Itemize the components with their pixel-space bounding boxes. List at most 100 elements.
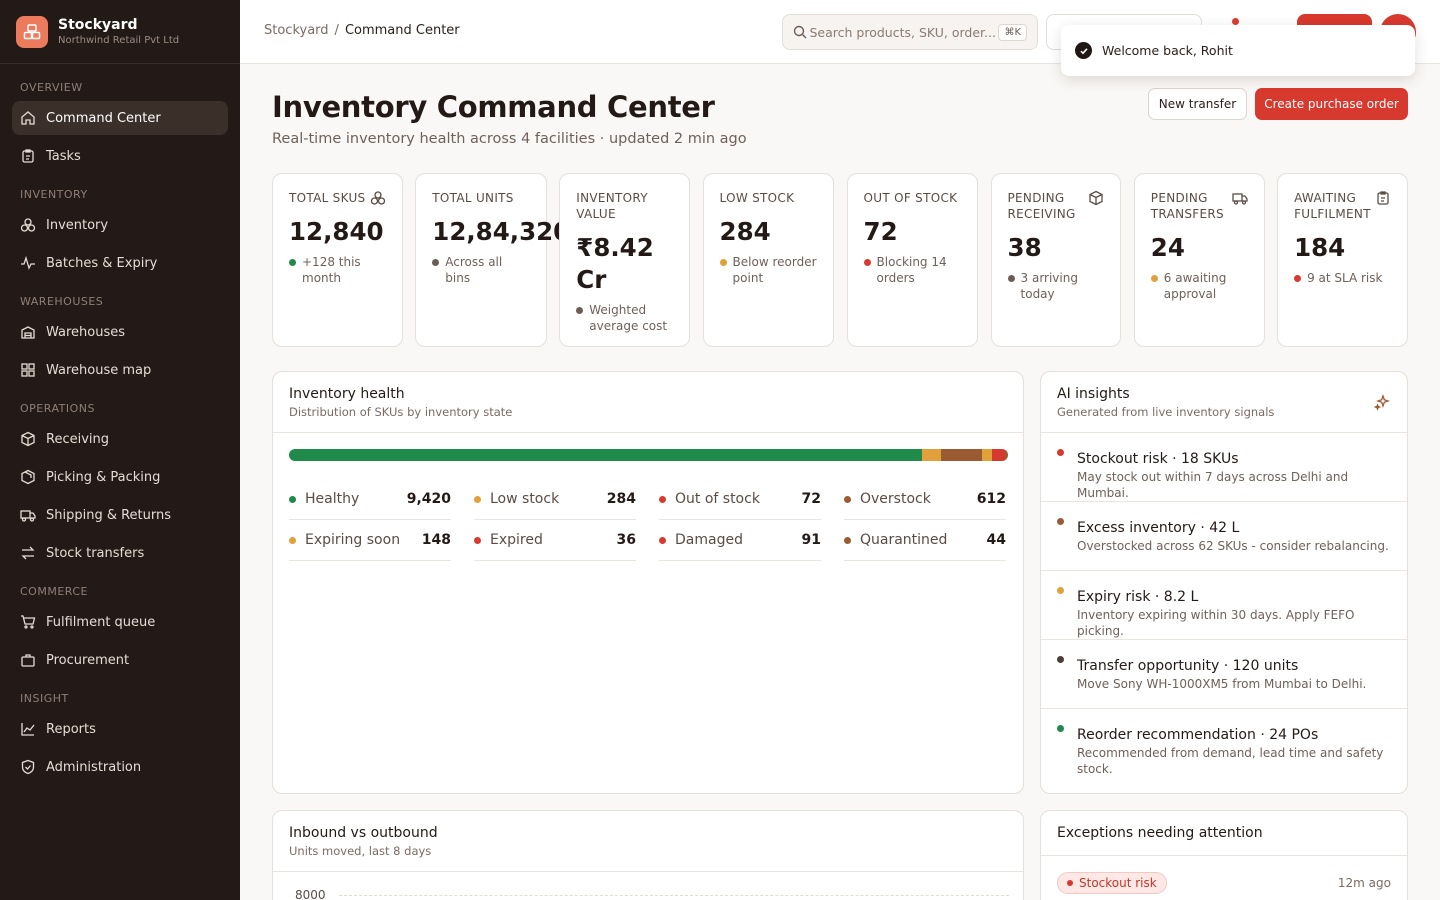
sidebar-item-reports[interactable]: Reports bbox=[12, 712, 228, 746]
kpi-note: Across all bins bbox=[432, 254, 530, 286]
sidebar-item-label: Stock transfers bbox=[46, 545, 145, 561]
kpi-label: Pending receiving bbox=[1007, 191, 1076, 221]
kpi-note: 9 at SLA risk bbox=[1294, 270, 1391, 286]
kpi-note-text: Blocking 14 orders bbox=[876, 255, 947, 285]
divider bbox=[273, 432, 1023, 433]
search-icon bbox=[793, 25, 807, 39]
check-circle-icon bbox=[1075, 42, 1092, 59]
health-bar-segment[interactable] bbox=[940, 449, 982, 461]
health-state-row[interactable]: Damaged 91 bbox=[659, 520, 821, 561]
status-dot bbox=[844, 536, 851, 544]
sidebar-item-warehouse-map[interactable]: Warehouse map bbox=[12, 353, 228, 387]
nav-section-title: INSIGHT bbox=[20, 692, 69, 705]
health-bar-segment[interactable] bbox=[998, 449, 1005, 461]
insight-item[interactable]: Reorder recommendation · 24 POs Recommend… bbox=[1041, 708, 1407, 793]
sidebar-item-label: Warehouses bbox=[46, 324, 126, 340]
kpi-pending-receiving[interactable]: Pending receiving 38 3 arriving today bbox=[990, 173, 1122, 347]
new-transfer-button[interactable]: New transfer bbox=[1148, 88, 1247, 120]
sidebar-item-tasks[interactable]: Tasks bbox=[12, 139, 228, 173]
briefcase-icon bbox=[20, 652, 36, 668]
brand[interactable]: Stockyard Northwind Retail Pvt Ltd bbox=[0, 0, 240, 64]
state-value: 612 bbox=[976, 491, 1006, 507]
health-bar-segment[interactable] bbox=[921, 449, 941, 461]
sidebar-item-picking-packing[interactable]: Picking & Packing bbox=[12, 460, 228, 494]
kpi-value: 12,84,320 bbox=[432, 217, 571, 246]
sidebar-item-administration[interactable]: Administration bbox=[12, 750, 228, 784]
health-state-row[interactable]: Healthy 9,420 bbox=[289, 479, 451, 520]
health-bar-segment[interactable] bbox=[1005, 449, 1008, 461]
divider bbox=[1041, 855, 1407, 856]
state-value: 284 bbox=[606, 491, 636, 507]
breadcrumb: Stockyard / Command Center bbox=[264, 23, 460, 38]
kpi-label: Out of stock bbox=[863, 191, 958, 205]
sidebar-item-label: Shipping & Returns bbox=[46, 507, 172, 523]
insight-description: Recommended from demand, lead time and s… bbox=[1077, 746, 1384, 776]
status-dot bbox=[289, 536, 296, 544]
clipboard-icon bbox=[20, 148, 36, 164]
status-dot bbox=[474, 495, 481, 503]
kpi-total-units[interactable]: Total units 12,84,320 Across all bins bbox=[415, 173, 571, 347]
sidebar-item-shipping-returns[interactable]: Shipping & Returns bbox=[12, 498, 228, 532]
status-dot bbox=[659, 536, 666, 544]
health-state-row[interactable]: Expiring soon 148 bbox=[289, 520, 451, 561]
health-state-row[interactable]: Low stock 284 bbox=[474, 479, 636, 520]
create-purchase-order-button[interactable]: Create purchase order bbox=[1255, 88, 1408, 120]
sidebar-item-procurement[interactable]: Procurement bbox=[12, 643, 228, 677]
sidebar-item-command-center[interactable]: Command Center bbox=[12, 101, 228, 135]
kpi-inventory-value[interactable]: Inventory value ₹8.42 Cr Weighted averag… bbox=[559, 173, 691, 347]
insight-title: Reorder recommendation · 24 POs bbox=[1077, 727, 1319, 743]
state-label: Overstock bbox=[860, 491, 931, 507]
health-state-row[interactable]: Overstock 612 bbox=[844, 479, 1006, 520]
sidebar-item-label: Receiving bbox=[46, 431, 110, 447]
page-title: Inventory Command Center bbox=[272, 90, 715, 124]
sidebar-item-label: Administration bbox=[46, 759, 142, 775]
sidebar-item-receiving[interactable]: Receiving bbox=[12, 422, 228, 456]
kpi-note: Blocking 14 orders bbox=[863, 254, 962, 286]
boxes-icon bbox=[20, 217, 36, 233]
health-bar-segment[interactable] bbox=[991, 449, 997, 461]
divider bbox=[273, 871, 1023, 872]
insight-description: Overstocked across 62 SKUs - consider re… bbox=[1077, 539, 1389, 553]
insight-item[interactable]: Expiry risk · 8.2 L Inventory expiring wi… bbox=[1041, 570, 1407, 639]
exception-tag[interactable]: Stockout risk bbox=[1057, 872, 1167, 894]
health-state-row[interactable]: Quarantined 44 bbox=[844, 520, 1006, 561]
state-label: Expiring soon bbox=[305, 532, 401, 548]
card-title: Inbound vs outbound bbox=[289, 825, 438, 841]
health-bar-segment[interactable] bbox=[981, 449, 992, 461]
home-icon bbox=[20, 110, 36, 126]
breadcrumb-root[interactable]: Stockyard bbox=[264, 23, 329, 38]
kpi-low-stock[interactable]: Low stock 284 Below reorder point bbox=[702, 173, 835, 347]
kpi-total-skus[interactable]: Total SKUs 12,840 +128 this month bbox=[272, 173, 403, 347]
kpi-note: 6 awaiting approval bbox=[1150, 270, 1248, 302]
notification-badge[interactable] bbox=[1232, 18, 1239, 25]
health-distribution-bar[interactable] bbox=[289, 449, 1008, 461]
health-state-row[interactable]: Out of stock 72 bbox=[659, 479, 821, 520]
insight-title: Stockout risk · 18 SKUs bbox=[1077, 451, 1239, 467]
state-value: 148 bbox=[421, 532, 451, 548]
health-state-row[interactable]: Expired 36 bbox=[474, 520, 636, 561]
sidebar-item-fulfilment-queue[interactable]: Fulfilment queue bbox=[12, 605, 228, 639]
health-bar-segment[interactable] bbox=[996, 449, 999, 461]
welcome-toast[interactable]: Welcome back, Rohit bbox=[1061, 25, 1415, 76]
package-icon bbox=[1088, 190, 1104, 206]
exception-time: 12m ago bbox=[1337, 876, 1391, 890]
state-value: 91 bbox=[801, 532, 821, 548]
arrows-icon bbox=[20, 545, 36, 561]
ai-insights-card: AI insights Generated from live inventor… bbox=[1040, 371, 1408, 794]
sidebar-item-stock-transfers[interactable]: Stock transfers bbox=[12, 536, 228, 570]
insight-item[interactable]: Excess inventory · 42 L Overstocked acros… bbox=[1041, 501, 1407, 570]
sidebar-item-batches-expiry[interactable]: Batches & Expiry bbox=[12, 246, 228, 280]
health-bar-segment[interactable] bbox=[289, 449, 922, 461]
sidebar-item-warehouses[interactable]: Warehouses bbox=[12, 315, 228, 349]
insight-item[interactable]: Stockout risk · 18 SKUs May stock out wit… bbox=[1041, 432, 1407, 501]
kpi-pending-transfers[interactable]: Pending transfers 24 6 awaiting approval bbox=[1133, 173, 1265, 347]
truck-icon bbox=[1232, 190, 1248, 206]
kpi-note: Weighted average cost bbox=[576, 302, 673, 334]
kpi-out-of-stock[interactable]: Out of stock 72 Blocking 14 orders bbox=[846, 173, 979, 347]
insight-item[interactable]: Transfer opportunity · 120 units Move Son… bbox=[1041, 639, 1407, 708]
status-dot bbox=[659, 495, 666, 503]
search-input[interactable]: Search products, SKU, order... ⌘K bbox=[782, 14, 1038, 50]
kpi-awaiting-fulfilment[interactable]: Awaiting fulfilment 184 9 at SLA risk bbox=[1277, 173, 1408, 347]
sidebar-item-inventory[interactable]: Inventory bbox=[12, 208, 228, 242]
state-value: 36 bbox=[616, 532, 636, 548]
